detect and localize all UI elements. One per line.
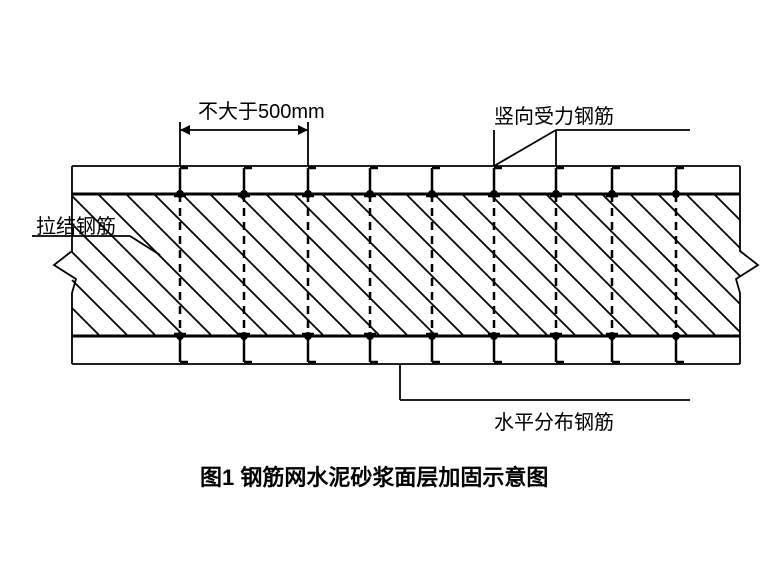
diagram-container: 不大于500mm 竖向受力钢筋 拉结钢筋 水平分布钢筋 图1 钢筋网水泥砂浆面层…	[0, 0, 760, 567]
horizontal-rebar-label: 水平分布钢筋	[494, 406, 614, 435]
spacing-label: 不大于500mm	[198, 95, 325, 124]
vertical-rebar-label: 竖向受力钢筋	[494, 100, 614, 129]
tie-rebar-label: 拉结钢筋	[36, 210, 116, 239]
figure-caption: 图1 钢筋网水泥砂浆面层加固示意图	[200, 460, 548, 492]
